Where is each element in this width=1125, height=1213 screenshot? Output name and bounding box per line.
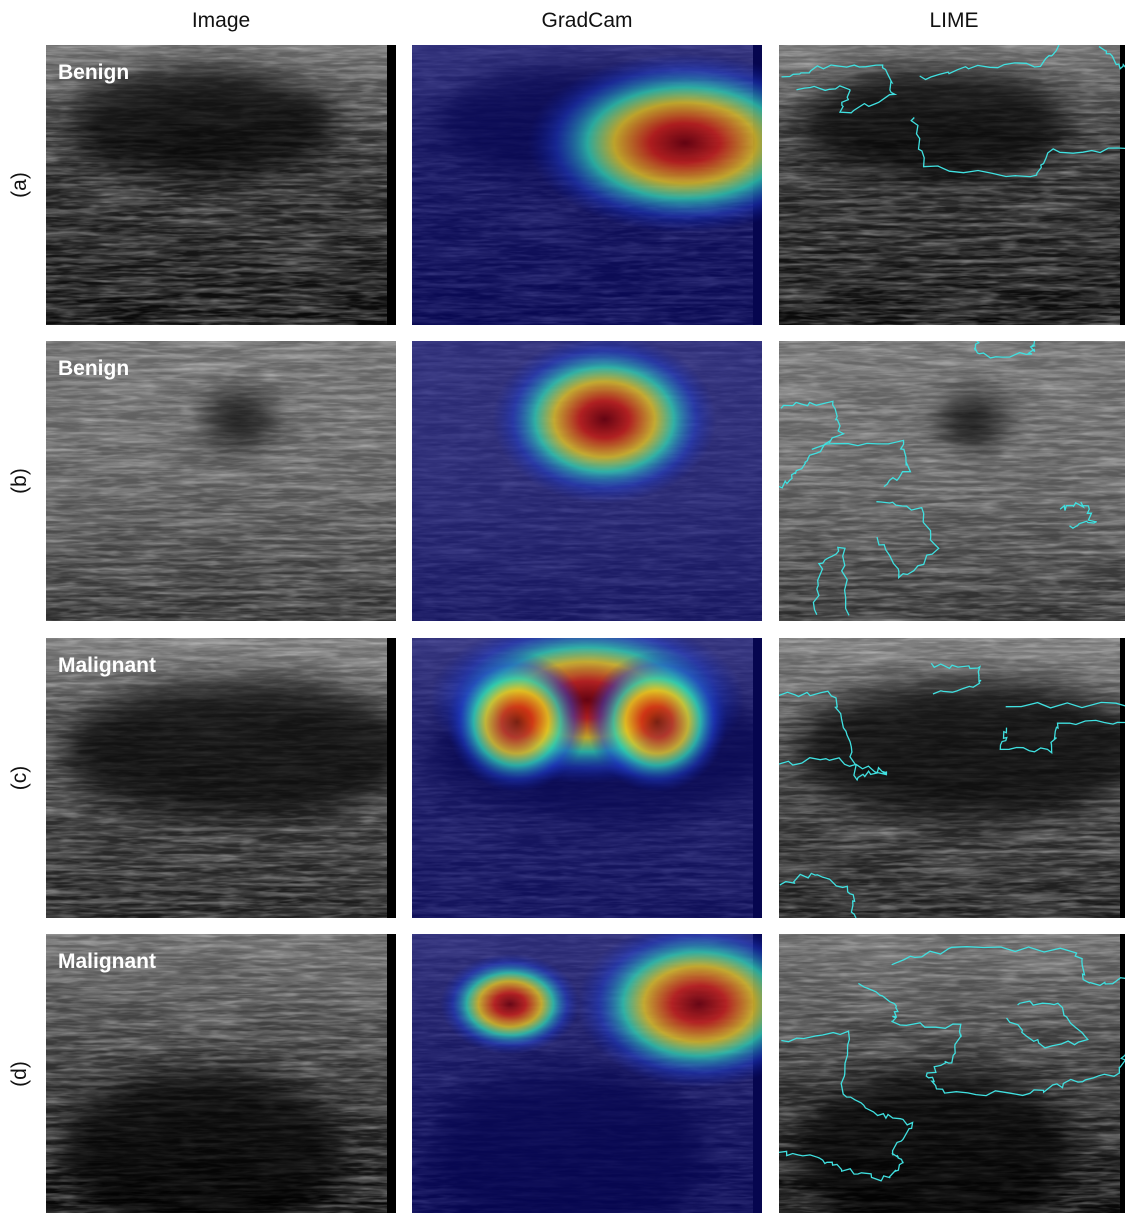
- row-label: (b): [8, 468, 31, 494]
- probe-edge: [1120, 638, 1125, 918]
- heatmap: [493, 335, 717, 503]
- speckle-fine: [46, 341, 396, 621]
- panel: [779, 339, 1125, 621]
- class-badge: Malignant: [58, 950, 156, 973]
- speckle-fine: [779, 341, 1125, 621]
- probe-edge: [387, 934, 396, 1213]
- probe-edge: [387, 638, 396, 918]
- column-header: LIME: [929, 9, 978, 32]
- heatmap: [447, 652, 587, 792]
- probe-edge: [1120, 934, 1125, 1213]
- panel-image: [777, 638, 1125, 918]
- panel: [779, 934, 1125, 1213]
- lesion: [804, 67, 1070, 179]
- class-badge: Malignant: [58, 654, 156, 677]
- panel: Malignant: [46, 934, 396, 1213]
- panel-image: [779, 339, 1125, 621]
- panel: Benign: [46, 45, 396, 325]
- figure: Image GradCam LIME (a) Benign (b) Benign (c) Mal…: [0, 0, 1125, 1213]
- row-label: (c): [8, 766, 31, 791]
- panel-image: [46, 934, 396, 1213]
- panel-image: [412, 616, 780, 918]
- class-badge: Benign: [58, 357, 129, 380]
- lesion: [204, 391, 274, 447]
- panel-image: [779, 45, 1125, 325]
- panel: [777, 638, 1125, 918]
- panel: [412, 45, 843, 325]
- panel-image: [779, 934, 1125, 1213]
- panel-image: [46, 45, 396, 325]
- panel: Benign: [46, 341, 396, 621]
- panel: Malignant: [46, 638, 414, 918]
- heatmap: [587, 652, 727, 792]
- class-badge: Benign: [58, 61, 129, 84]
- panel: [779, 45, 1125, 325]
- panel: [412, 920, 822, 1213]
- column-header: Image: [192, 9, 250, 32]
- row-label: (a): [8, 172, 31, 198]
- lesion: [71, 67, 337, 179]
- row-label: (d): [8, 1061, 31, 1087]
- column-header: GradCam: [541, 9, 632, 32]
- probe-edge: [387, 45, 396, 325]
- probe-edge: [1120, 45, 1125, 325]
- panel: [412, 335, 762, 621]
- lesion: [937, 391, 1007, 447]
- panel-image: [412, 920, 822, 1213]
- panel-image: [412, 45, 843, 325]
- panel: [412, 616, 780, 918]
- panel-image: [412, 335, 762, 621]
- lesion: [64, 680, 414, 820]
- panel-image: [46, 638, 414, 918]
- panel-image: [46, 341, 396, 621]
- heatmap: [440, 954, 580, 1055]
